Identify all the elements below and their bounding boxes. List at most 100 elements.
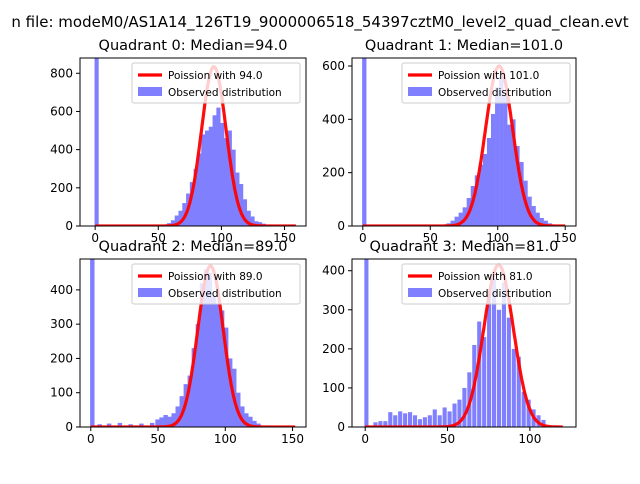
plot-area <box>362 58 566 226</box>
legend-poisson-label: Poission with 101.0 <box>438 70 539 82</box>
x-tick-label: 100 <box>214 432 237 446</box>
histogram-bar <box>462 207 467 226</box>
histogram-bar <box>490 114 496 226</box>
y-tick-label: 300 <box>322 303 345 317</box>
histogram-bar <box>454 216 459 226</box>
histogram-bar <box>227 358 233 427</box>
histogram-bar <box>521 391 526 427</box>
legend-observed-swatch <box>408 288 432 297</box>
histogram-bar <box>171 413 176 427</box>
histogram-bar <box>511 348 516 427</box>
histogram-bar <box>526 399 531 427</box>
histogram-bar <box>478 164 484 226</box>
histogram-bar <box>531 206 536 226</box>
histogram-bar <box>492 278 497 427</box>
plot-area <box>94 58 296 226</box>
histogram-bar <box>482 337 487 427</box>
histogram-bar <box>117 422 123 427</box>
legend: Poission with 89.0 Observed distribution <box>131 263 301 305</box>
histogram-bar <box>174 215 179 226</box>
y-tick-label: 400 <box>50 283 73 297</box>
histogram-bar <box>242 199 248 226</box>
histogram-bar <box>495 87 500 226</box>
histogram-bar <box>507 124 512 226</box>
legend-observed-label: Observed distribution <box>168 288 282 300</box>
histogram-bar <box>170 220 176 226</box>
subplot-title: Quadrant 3: Median=81.0 <box>370 239 559 255</box>
y-tick-label: 600 <box>50 104 73 118</box>
histogram-bar <box>220 122 225 226</box>
histogram-bar <box>178 210 183 226</box>
histogram-bar <box>539 218 544 226</box>
histogram-bar <box>452 403 457 427</box>
poisson-curve <box>362 64 566 226</box>
y-tick-label: 400 <box>50 143 73 157</box>
histogram-bar <box>477 321 482 427</box>
legend-observed-swatch <box>138 87 162 96</box>
y-tick-label: 200 <box>322 166 345 180</box>
subplot-quadrant-3: Quadrant 3: Median=81.0 0 50 100 0 100 200 300 4… <box>322 239 577 446</box>
legend-box <box>131 263 301 305</box>
subplot-title: Quadrant 1: Median=101.0 <box>365 38 563 54</box>
histogram-bar <box>496 309 502 427</box>
subplot-title: Quadrant 0: Median=94.0 <box>99 38 288 54</box>
legend-box <box>131 62 301 104</box>
legend-poisson-label: Poission with 94.0 <box>168 70 263 82</box>
histogram-bar <box>195 324 201 427</box>
histogram-bar <box>208 126 213 226</box>
histogram-bar <box>223 138 229 226</box>
x-tick-label: 50 <box>150 432 165 446</box>
histogram-bar <box>487 294 492 427</box>
histogram-bar <box>189 182 195 226</box>
histogram-bar <box>155 419 160 427</box>
x-tick-label: 0 <box>359 231 367 245</box>
histogram-bar <box>486 138 492 226</box>
legend-observed-swatch <box>138 288 162 297</box>
histogram-bar <box>427 415 432 427</box>
x-tick-label: 100 <box>486 231 509 245</box>
histogram-bar <box>252 420 257 427</box>
histogram-bar <box>207 272 213 427</box>
legend: Poission with 101.0 Observed distribution <box>401 62 571 104</box>
histogram-bar <box>378 421 383 427</box>
histogram-bar <box>197 153 202 226</box>
histogram-bar <box>250 216 255 226</box>
histogram-bar <box>516 356 521 427</box>
legend-observed-label: Observed distribution <box>438 87 552 99</box>
histogram-bar <box>458 212 463 226</box>
histogram-bar <box>139 423 144 427</box>
histogram-bar <box>215 303 221 427</box>
y-tick-label: 400 <box>322 264 345 278</box>
histogram-bar <box>393 415 398 427</box>
y-tick-label: 0 <box>337 420 345 434</box>
histogram-bar <box>204 130 210 226</box>
y-tick-label: 0 <box>65 219 73 233</box>
histogram-bar <box>167 416 172 427</box>
x-tick-label: 50 <box>151 231 166 245</box>
histogram-bar <box>258 222 263 226</box>
axes-frame <box>79 57 307 227</box>
figure-suptitle: n file: modeM0/AS1A14_126T19_9000006518_… <box>11 13 628 32</box>
histogram-bar <box>519 162 524 226</box>
subplot-quadrant-1: Quadrant 1: Median=101.0 0 50 100 150 0 200 400… <box>322 38 577 245</box>
legend-observed-swatch <box>408 87 432 96</box>
histogram-bar <box>437 415 442 427</box>
y-tick-label: 200 <box>50 351 73 365</box>
histogram-bar <box>403 413 408 427</box>
legend-poisson-label: Poission with 89.0 <box>168 271 263 283</box>
histogram-bar <box>511 119 516 226</box>
histogram-bar <box>398 411 403 427</box>
histogram-bar <box>211 296 217 427</box>
histogram-bar <box>432 409 437 427</box>
legend: Poission with 81.0 Observed distribution <box>401 263 571 305</box>
histogram-bar <box>501 282 506 427</box>
axes-frame <box>79 258 307 428</box>
histogram-bar <box>240 406 245 427</box>
histogram-bar <box>506 317 511 427</box>
legend-poisson-label: Poission with 81.0 <box>438 271 533 283</box>
histogram-bar <box>474 175 480 226</box>
plot-area <box>364 259 563 427</box>
y-tick-label: 600 <box>322 59 345 73</box>
x-tick-label: 0 <box>91 231 99 245</box>
